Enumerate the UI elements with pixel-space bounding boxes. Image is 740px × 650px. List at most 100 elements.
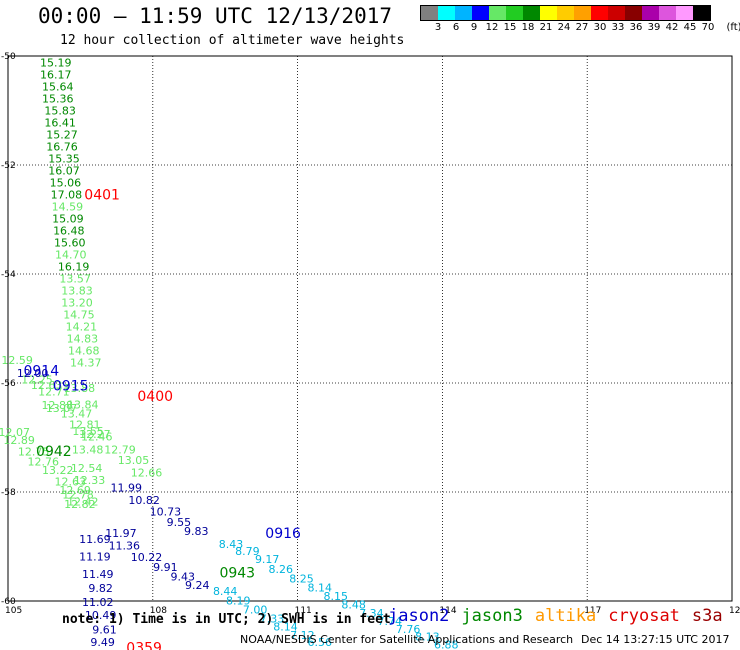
- wave-height-label: 10.22: [131, 551, 163, 564]
- wave-height-label: 8.19: [226, 594, 251, 607]
- color-swatch: [472, 6, 489, 20]
- color-scale-swatches: [420, 5, 711, 21]
- y-tick-label: -52: [1, 161, 16, 171]
- wave-height-label: 12.63: [55, 476, 87, 489]
- color-swatch: [625, 6, 642, 20]
- color-scale-tick: 42: [665, 22, 679, 33]
- y-tick-label: -50: [1, 52, 16, 62]
- wave-height-label: 13.48: [72, 443, 104, 456]
- color-scale-tick: 45: [683, 22, 697, 33]
- wave-height-label: 16.07: [48, 164, 80, 177]
- wave-height-label: 12.82: [64, 498, 96, 511]
- color-scale-tick: 18: [521, 22, 535, 33]
- wave-height-label: 12.00: [17, 367, 49, 380]
- chart-subtitle: 12 hour collection of altimeter wave hei…: [60, 33, 405, 48]
- wave-height-label: 13.05: [118, 454, 150, 467]
- wave-height-label: 12.42: [67, 495, 99, 508]
- color-swatch: [455, 6, 472, 20]
- wave-height-label: 9.61: [92, 623, 117, 636]
- color-swatch: [591, 6, 608, 20]
- wave-height-label: 8.13: [415, 630, 440, 643]
- wave-height-label: 7.34: [359, 607, 384, 620]
- x-tick-label: 114: [439, 606, 456, 616]
- pass-time-label: 0942: [36, 444, 72, 460]
- pass-time-label: 0916: [265, 526, 301, 542]
- color-swatch: [489, 6, 506, 20]
- pass-time-label: 0400: [137, 389, 173, 405]
- x-tick-label: 120: [729, 606, 740, 616]
- wave-height-label: 12.79: [104, 443, 136, 456]
- wave-height-label: 15.35: [48, 152, 80, 165]
- color-scale-tick: 33: [611, 22, 625, 33]
- pass-time-label: 0943: [219, 566, 255, 582]
- color-scale-tick: 39: [647, 22, 661, 33]
- color-scale-tick: 21: [539, 22, 553, 33]
- wave-height-label: 7.12: [290, 629, 315, 642]
- color-scale-tick: 12: [485, 22, 499, 33]
- footer-timestamp: Dec 14 13:27:15 UTC 2017: [581, 633, 730, 646]
- wave-height-label: 14.83: [67, 332, 99, 345]
- wave-height-label: 11.19: [79, 550, 111, 563]
- wave-height-label: 14.70: [55, 248, 87, 261]
- color-swatch: [523, 6, 540, 20]
- wave-height-label: 14.21: [66, 320, 98, 333]
- color-swatch: [574, 6, 591, 20]
- wave-height-label: 12.89: [3, 434, 35, 447]
- satellite-legend: jason2 jason3 altika cryosat s3a: [388, 606, 735, 626]
- satellite-legend-entry: s3a: [691, 606, 723, 626]
- wave-height-label: 13.47: [61, 408, 93, 421]
- wave-height-label: 14.37: [70, 356, 102, 369]
- wave-height-label: 11.36: [109, 539, 141, 552]
- wave-height-label: 9.91: [153, 561, 178, 574]
- color-swatch: [421, 6, 438, 20]
- color-swatch: [608, 6, 625, 20]
- wave-height-label: 11.69: [79, 533, 111, 546]
- wave-height-label: 9.82: [88, 582, 113, 595]
- wave-height-label: 12.46: [81, 430, 113, 443]
- wave-height-label: 15.36: [42, 93, 74, 106]
- wave-height-label: 7.00: [243, 604, 268, 617]
- wave-height-label: 12.63: [31, 379, 63, 392]
- wave-height-label: 12.54: [71, 462, 103, 475]
- color-scale-tick: 36: [629, 22, 643, 33]
- wave-height-label: 16.76: [46, 140, 78, 153]
- wave-height-label: 11.97: [105, 527, 137, 540]
- wave-height-label: 8.14: [308, 581, 333, 594]
- satellite-legend-entry: altika: [534, 606, 597, 626]
- wave-height-label: 10.49: [85, 609, 117, 622]
- x-tick-label: 117: [584, 606, 601, 616]
- satellite-legend-entry: cryosat: [608, 606, 680, 626]
- color-scale-tick: 9: [470, 22, 478, 33]
- wave-height-label: 9.17: [255, 553, 280, 566]
- wave-height-label: 12.59: [1, 354, 33, 367]
- wave-height-label: 16.48: [53, 224, 85, 237]
- color-scale-tick: 3: [434, 22, 442, 33]
- pass-time-label: 0914: [23, 363, 59, 379]
- wave-height-label: 14.75: [63, 308, 95, 321]
- wave-height-label: 13.88: [64, 382, 96, 395]
- wave-height-label: 15.64: [42, 81, 74, 94]
- color-scale-unit: (ft): [726, 22, 740, 33]
- wave-height-label: 13.07: [46, 402, 78, 415]
- wave-height-label: 15.27: [46, 128, 78, 141]
- wave-height-label: 8.79: [235, 545, 260, 558]
- wave-height-label: 11.02: [82, 596, 114, 609]
- y-tick-label: -60: [1, 597, 16, 607]
- x-tick-label: 111: [295, 606, 312, 616]
- wave-height-label: 10.82: [128, 494, 160, 507]
- y-tick-label: -56: [1, 379, 16, 389]
- wave-height-label: 15.83: [44, 105, 76, 118]
- wave-height-label: 16.19: [58, 260, 90, 273]
- wave-height-label: 9.43: [170, 570, 195, 583]
- wave-height-label: 8.43: [219, 538, 244, 551]
- color-scale-tick: 30: [593, 22, 607, 33]
- wave-height-label: 12.75: [18, 446, 50, 459]
- wave-height-label: 12.25: [21, 374, 53, 387]
- y-tick-label: -54: [1, 270, 16, 280]
- wave-height-label: 12.88: [41, 399, 73, 412]
- wave-height-label: 12.33: [74, 474, 106, 487]
- pass-time-label: 0401: [84, 187, 120, 203]
- wave-height-label: 8.15: [323, 590, 348, 603]
